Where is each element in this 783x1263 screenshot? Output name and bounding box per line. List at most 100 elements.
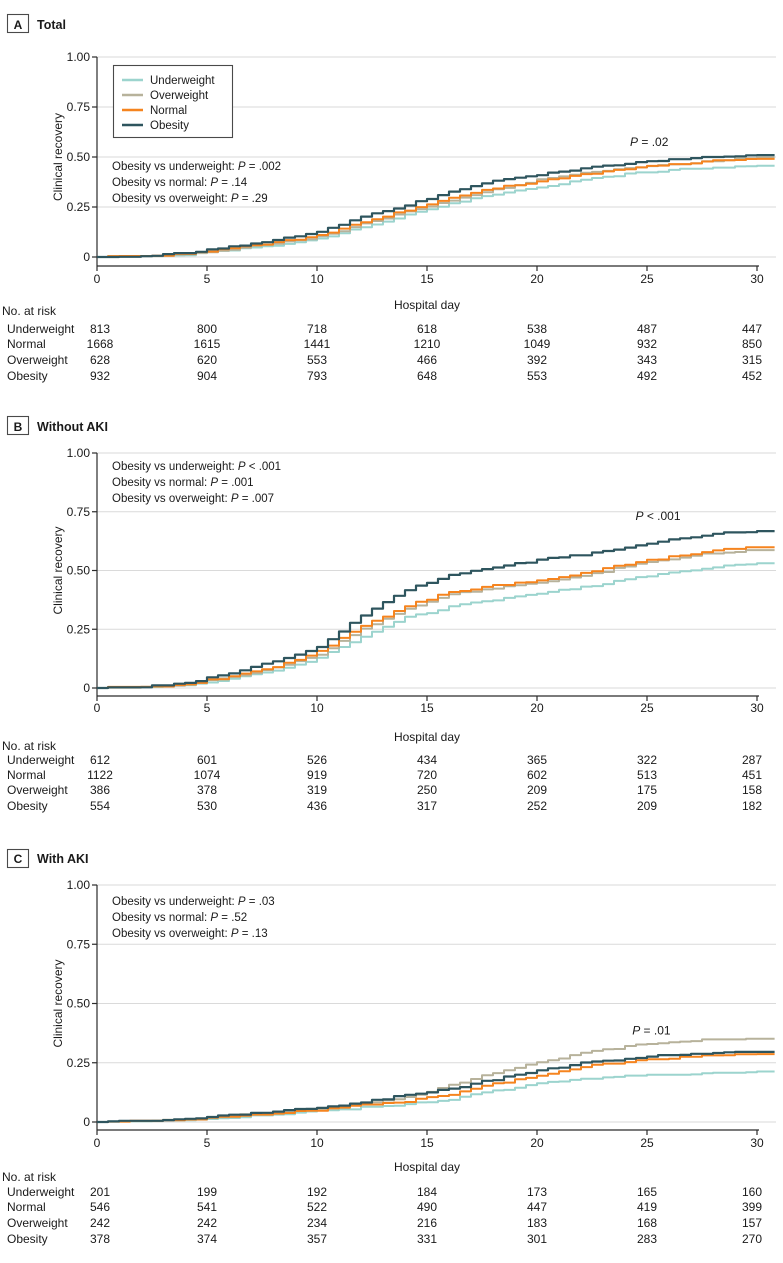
risk-row-label: Overweight — [7, 353, 68, 367]
panel-title: Without AKI — [37, 420, 108, 434]
risk-table-header: No. at risk — [2, 1170, 57, 1184]
risk-value: 612 — [90, 753, 110, 767]
risk-value: 157 — [742, 1216, 762, 1230]
y-axis-title: Clinical recovery — [51, 526, 65, 614]
risk-value: 526 — [307, 753, 327, 767]
risk-value: 720 — [417, 768, 437, 782]
risk-value: 932 — [637, 337, 657, 351]
risk-value: 209 — [527, 783, 547, 797]
legend-label: Normal — [150, 105, 187, 117]
risk-value: 530 — [197, 799, 217, 813]
risk-value: 199 — [197, 1185, 217, 1199]
curve-obesity — [97, 530, 775, 690]
risk-value: 813 — [90, 322, 110, 336]
legend-label: Obesity — [150, 120, 189, 132]
risk-value: 378 — [197, 783, 217, 797]
risk-value: 365 — [527, 753, 547, 767]
risk-value: 492 — [637, 369, 657, 383]
pairwise-p-annotation: Obesity vs underweight: P < .001 — [112, 461, 281, 473]
y-tick-label: 0.25 — [67, 1056, 91, 1070]
risk-value: 192 — [307, 1185, 327, 1199]
pairwise-p-annotation: Obesity vs underweight: P = .03 — [112, 896, 275, 908]
risk-value: 1441 — [304, 337, 331, 351]
risk-row-label: Obesity — [7, 799, 48, 813]
risk-value: 283 — [637, 1232, 657, 1246]
risk-value: 183 — [527, 1216, 547, 1230]
pairwise-p-annotation: Obesity vs overweight: P = .29 — [112, 193, 268, 205]
x-tick-label: 20 — [530, 1136, 544, 1150]
risk-value: 184 — [417, 1185, 437, 1199]
panel-label-box — [6, 415, 30, 436]
risk-value: 374 — [197, 1232, 217, 1246]
risk-value: 620 — [197, 353, 217, 367]
x-tick-label: 5 — [204, 272, 211, 286]
panel-label-letter: A — [14, 18, 23, 32]
y-tick-label: 0.50 — [67, 997, 91, 1011]
x-tick-label: 5 — [204, 701, 211, 715]
risk-value: 513 — [637, 768, 657, 782]
risk-value: 322 — [637, 753, 657, 767]
risk-value: 317 — [417, 799, 437, 813]
y-tick-label: 0 — [83, 681, 90, 695]
risk-value: 378 — [90, 1232, 110, 1246]
panel-c: C With AKI 0 0.25 0.50 0.75 1.00 Clinical recov… — [2, 848, 776, 1246]
risk-table-header: No. at risk — [2, 739, 57, 753]
x-axis-title: Hospital day — [394, 730, 460, 744]
risk-row-label: Underweight — [7, 322, 75, 336]
risk-value: 182 — [742, 799, 762, 813]
y-tick-label: 0.25 — [67, 200, 91, 214]
risk-value: 1615 — [194, 337, 221, 351]
x-tick-label: 0 — [94, 1136, 101, 1150]
x-axis-title: Hospital day — [394, 1160, 460, 1174]
risk-value: 1210 — [414, 337, 441, 351]
x-tick-label: 0 — [94, 272, 101, 286]
x-tick-label: 30 — [750, 272, 764, 286]
risk-value: 447 — [527, 1200, 547, 1214]
risk-value: 601 — [197, 753, 217, 767]
p-value-label: P = .01 — [632, 1023, 671, 1037]
y-tick-label: 1.00 — [67, 446, 91, 460]
risk-value: 1049 — [524, 337, 551, 351]
risk-value: 447 — [742, 322, 762, 336]
risk-row-label: Obesity — [7, 369, 48, 383]
p-value-label: P = .02 — [630, 135, 669, 149]
risk-value: 554 — [90, 799, 110, 813]
risk-row-label: Obesity — [7, 1232, 48, 1246]
risk-value: 252 — [527, 799, 547, 813]
risk-value: 546 — [90, 1200, 110, 1214]
risk-row-label: Overweight — [7, 783, 68, 797]
x-tick-label: 25 — [640, 701, 654, 715]
y-tick-label: 0 — [83, 250, 90, 264]
risk-row-label: Underweight — [7, 753, 75, 767]
x-tick-label: 20 — [530, 701, 544, 715]
curve-normal — [97, 546, 775, 689]
risk-value: 648 — [417, 369, 437, 383]
curve-normal — [97, 157, 775, 258]
risk-value: 242 — [90, 1216, 110, 1230]
curve-obesity — [97, 1050, 775, 1124]
pairwise-p-annotation: Obesity vs overweight: P = .13 — [112, 928, 268, 940]
y-tick-label: 0.75 — [67, 937, 91, 951]
risk-value: 250 — [417, 783, 437, 797]
risk-value: 932 — [90, 369, 110, 383]
risk-value: 216 — [417, 1216, 437, 1230]
risk-value: 331 — [417, 1232, 437, 1246]
pairwise-p-annotation: Obesity vs underweight: P = .002 — [112, 161, 281, 173]
risk-value: 168 — [637, 1216, 657, 1230]
panel-label-box — [6, 848, 30, 869]
risk-value: 419 — [637, 1200, 657, 1214]
panel-title: Total — [37, 18, 66, 32]
y-tick-label: 0.75 — [67, 505, 91, 519]
y-tick-label: 1.00 — [67, 878, 91, 892]
y-tick-label: 0.75 — [67, 100, 91, 114]
risk-value: 175 — [637, 783, 657, 797]
panel-label-letter: B — [14, 420, 23, 434]
p-value-label: P < .001 — [635, 509, 680, 523]
risk-value: 357 — [307, 1232, 327, 1246]
x-tick-label: 20 — [530, 272, 544, 286]
risk-value: 466 — [417, 353, 437, 367]
risk-value: 553 — [527, 369, 547, 383]
risk-value: 270 — [742, 1232, 762, 1246]
risk-row-label: Normal — [7, 337, 46, 351]
